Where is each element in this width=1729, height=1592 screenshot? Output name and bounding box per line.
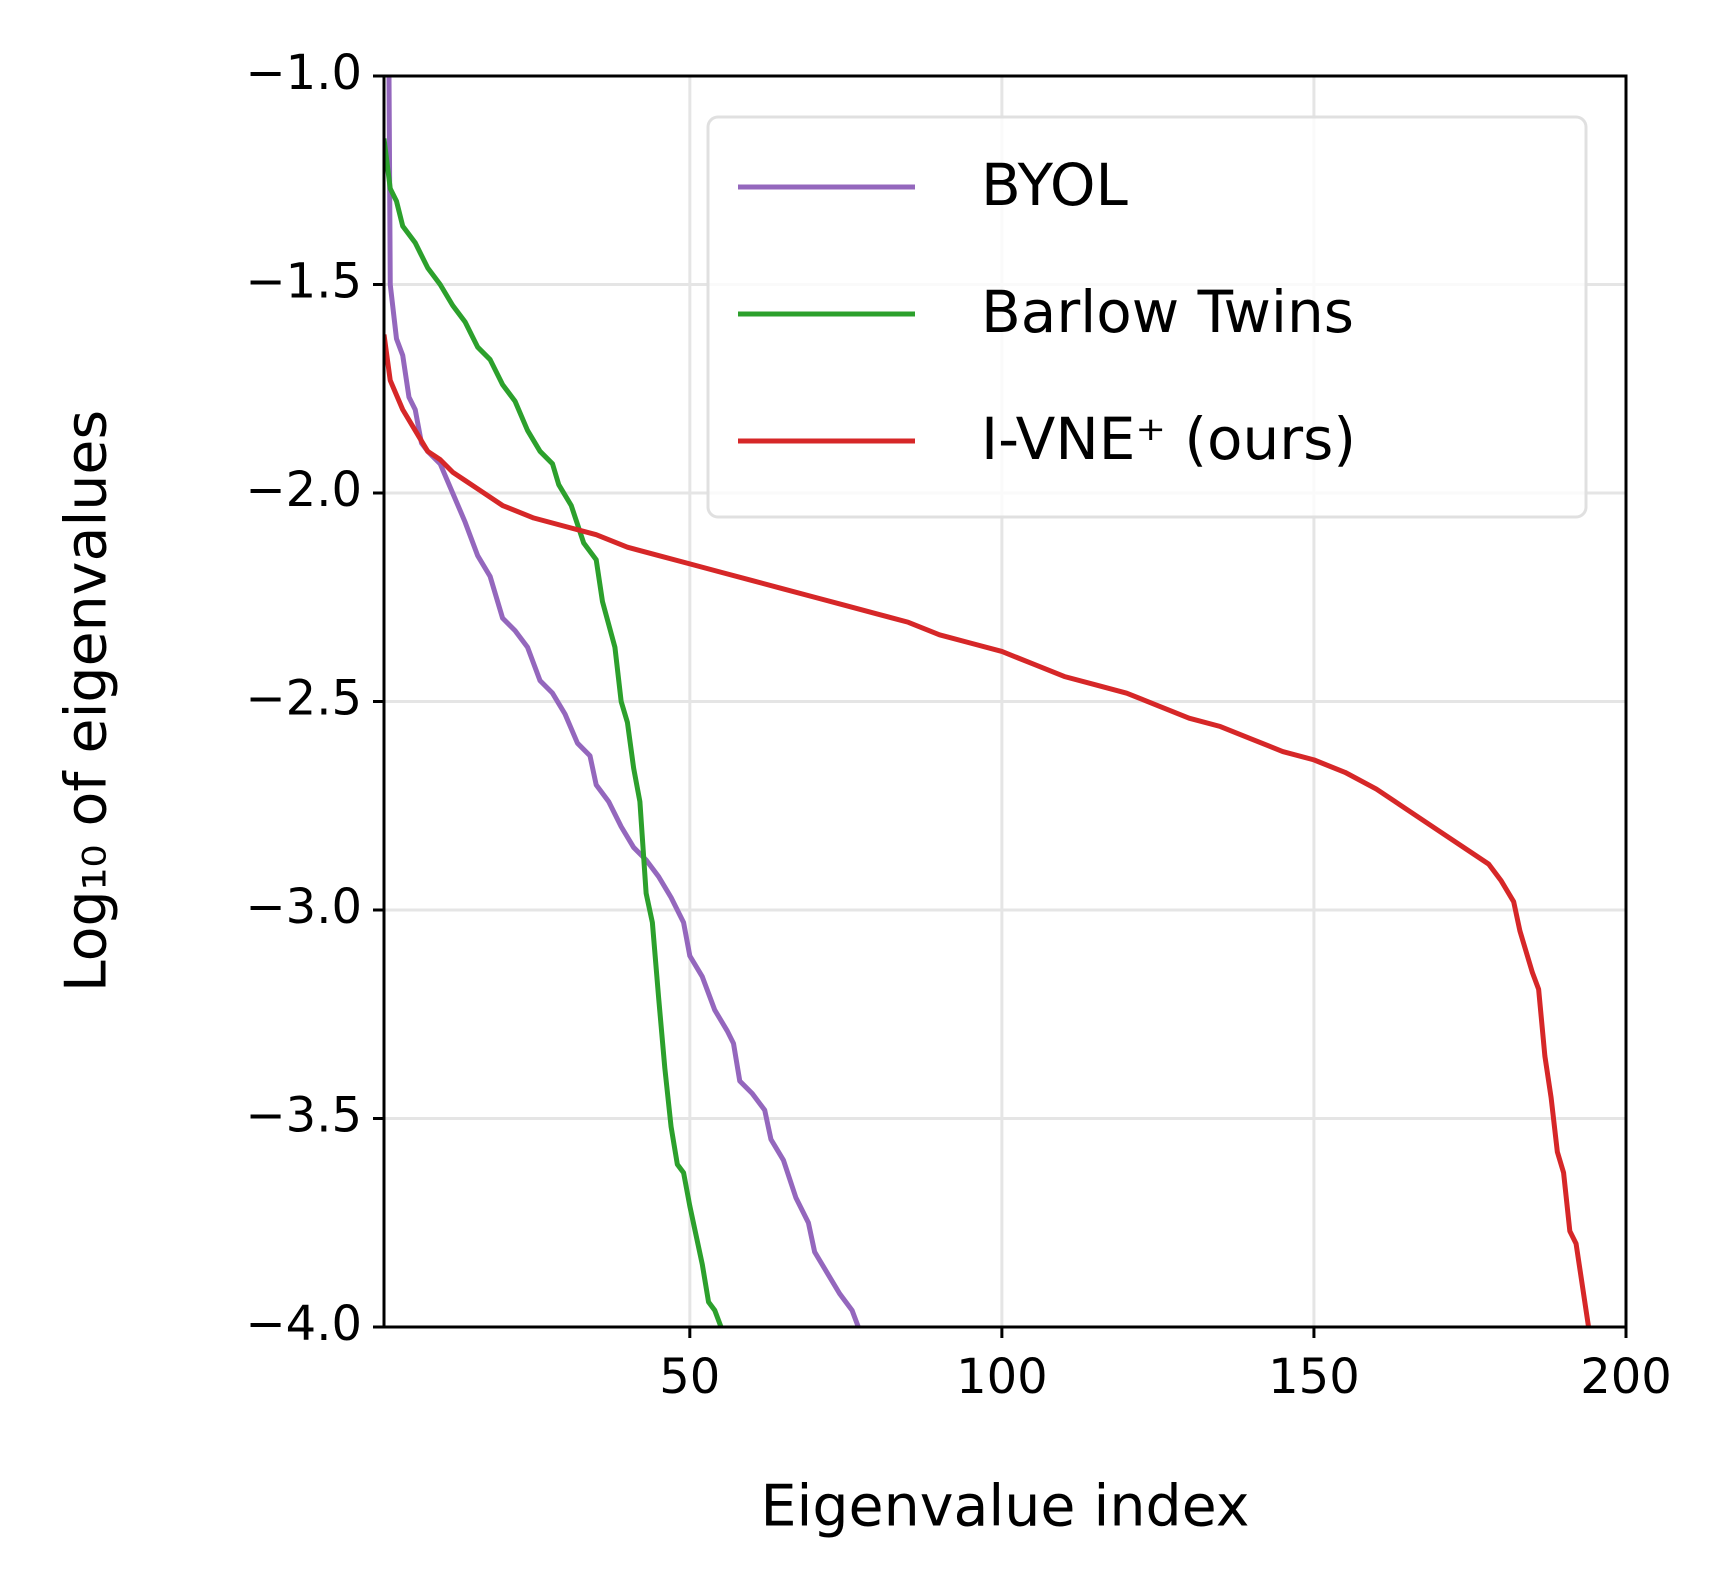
y-axis-label: Log₁₀ of eigenvalues <box>54 410 120 992</box>
x-tick-label: 200 <box>1580 1349 1672 1405</box>
y-tick-label: −3.5 <box>245 1088 362 1144</box>
legend-label: BYOL <box>981 151 1128 219</box>
x-tick-label: 100 <box>956 1349 1048 1405</box>
series-line <box>384 334 1592 1327</box>
y-tick-label: −1.5 <box>245 254 362 310</box>
legend-label: I-VNE⁺ (ours) <box>981 405 1356 473</box>
x-axis-label: Eigenvalue index <box>761 1474 1250 1540</box>
ticks: 50 100 150 200 −4.0 −3.5 −3.0 −2.5 −2.0 −1.5 −1.0 <box>245 45 1671 1405</box>
y-tick-label: −3.0 <box>245 879 362 935</box>
y-tick-label: −1.0 <box>245 45 362 101</box>
y-tick-label: −2.0 <box>245 462 362 518</box>
x-tick-label: 50 <box>659 1349 720 1405</box>
legend: BYOL Barlow Twins I-VNE⁺ (ours) <box>706 115 1588 519</box>
legend-label: Barlow Twins <box>981 278 1354 346</box>
series-line <box>384 138 724 1327</box>
y-tick-label: −4.0 <box>245 1296 362 1352</box>
y-tick-label: −2.5 <box>245 671 362 727</box>
plot-area <box>384 76 1592 1327</box>
x-tick-label: 150 <box>1268 1349 1360 1405</box>
legend-box <box>706 115 1588 519</box>
